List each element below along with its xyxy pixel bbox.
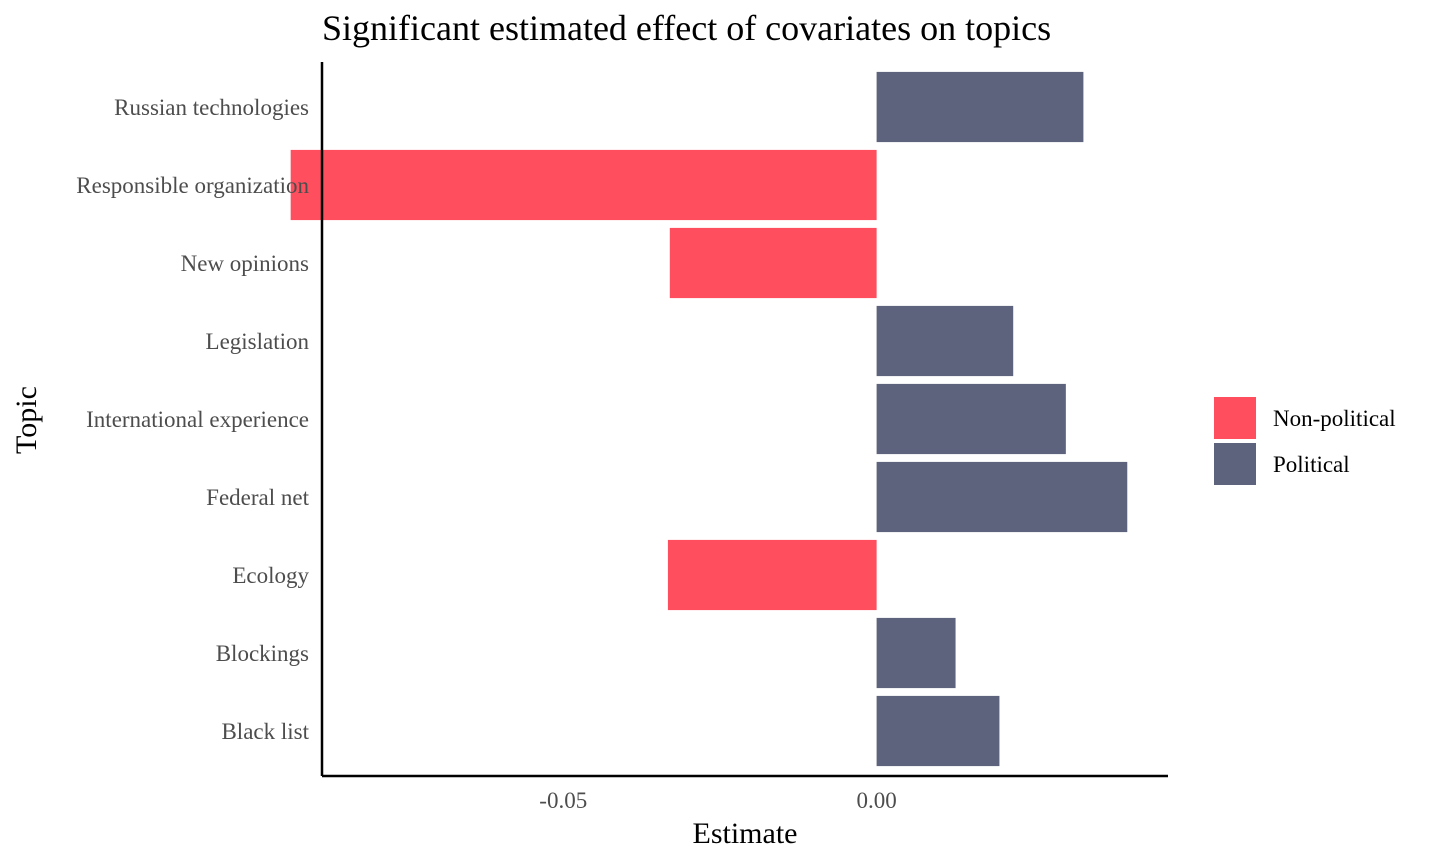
- legend: Non-political Political: [1214, 397, 1396, 485]
- bar-legislation: [876, 305, 1014, 377]
- bar-black-list: [876, 695, 1000, 767]
- y-tick-label: Legislation: [206, 329, 310, 354]
- legend-label-non-political: Non-political: [1273, 406, 1396, 431]
- x-axis-title: Estimate: [693, 817, 798, 850]
- y-tick-labels: Russian technologies Responsible organiza…: [76, 95, 309, 744]
- bar-responsible-organization: [290, 149, 877, 221]
- y-tick-label: Russian technologies: [114, 95, 309, 120]
- y-tick-label: New opinions: [181, 251, 309, 276]
- y-tick-label: Responsible organization: [76, 173, 309, 198]
- bar-international-experience: [876, 383, 1066, 455]
- y-tick-label: International experience: [86, 407, 309, 432]
- y-axis-title: Topic: [10, 386, 43, 454]
- y-tick-label: Black list: [221, 719, 309, 744]
- bar-federal-net: [876, 461, 1128, 533]
- bar-blockings: [876, 617, 956, 689]
- y-tick-label: Federal net: [206, 485, 309, 510]
- legend-label-political: Political: [1273, 452, 1350, 477]
- y-tick-label: Ecology: [232, 563, 309, 588]
- chart-title: Significant estimated effect of covariat…: [322, 8, 1051, 48]
- y-tick-label: Blockings: [216, 641, 309, 666]
- bar-russian-technologies: [876, 71, 1084, 143]
- bars-group: [290, 71, 1128, 767]
- legend-key-political: [1214, 443, 1256, 485]
- legend-key-non-political: [1214, 397, 1256, 439]
- bar-new-opinions: [669, 227, 877, 299]
- x-tick-label: -0.05: [539, 788, 587, 813]
- x-tick-label: 0.00: [856, 788, 896, 813]
- bar-ecology: [667, 539, 877, 611]
- x-tick-labels: -0.05 0.00: [539, 788, 896, 813]
